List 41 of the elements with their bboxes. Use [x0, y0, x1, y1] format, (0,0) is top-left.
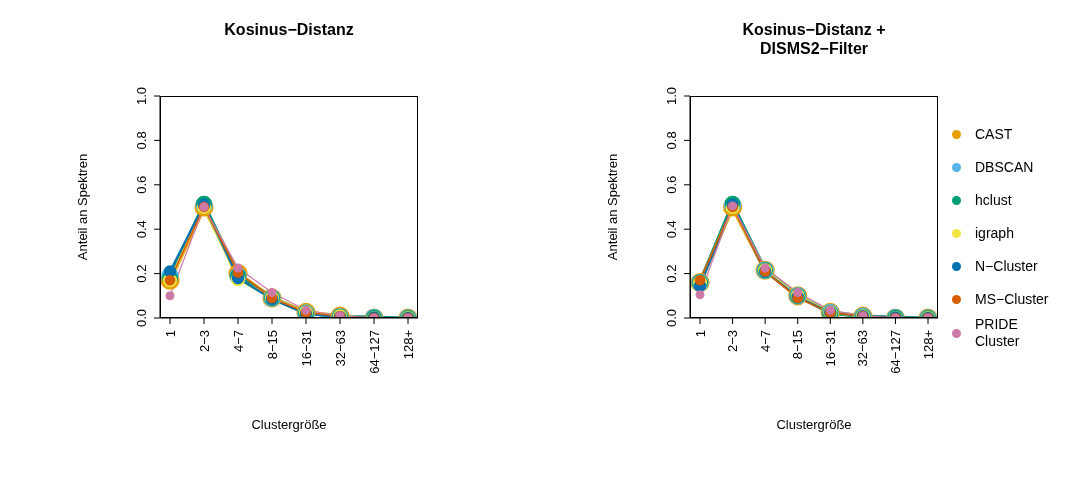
x-tick-label: 4−7: [757, 330, 773, 353]
y-tick-label: 1.0: [664, 86, 679, 106]
y-axis-title: Anteil an Spektren: [74, 153, 90, 261]
x-tick-label: 1: [692, 330, 708, 338]
y-axis-title: Anteil an Spektren: [604, 153, 620, 261]
x-tick-label: 2−3: [196, 330, 212, 353]
y-tick-label: 0.6: [134, 175, 149, 194]
y-tick-label: 0.0: [134, 308, 149, 328]
x-tick-label: 4−7: [230, 330, 246, 353]
x-tick-label: 64−127: [887, 330, 903, 374]
x-tick-label: 1: [162, 330, 178, 338]
y-tick-label: 0.8: [134, 131, 149, 150]
x-axis-title: Clustergröße: [776, 417, 852, 433]
legend-label: hclust: [975, 192, 1013, 209]
x-tick-label: 32−63: [855, 330, 871, 367]
chart-title: Kosinus−Distanz + DISMS2−Filter: [741, 20, 887, 58]
x-tick-label: 8−15: [790, 330, 806, 360]
legend-label: PRIDE Cluster: [975, 316, 1021, 350]
x-tick-label: 128+: [920, 330, 936, 360]
y-tick-label: 0.8: [664, 131, 679, 150]
y-tick-label: 1.0: [134, 86, 149, 106]
x-tick-label: 16−31: [822, 330, 838, 367]
x-tick-label: 32−63: [332, 330, 348, 367]
legend-label: igraph: [975, 225, 1015, 242]
y-tick-label: 0.6: [664, 175, 679, 194]
chart-title: Kosinus−Distanz: [223, 20, 355, 39]
y-tick-label: 0.4: [134, 220, 149, 239]
legend-label: CAST: [975, 126, 1014, 143]
legend-label: MS−Cluster: [975, 291, 1050, 308]
y-tick-label: 0.2: [664, 264, 679, 283]
x-tick-label: 128+: [400, 330, 416, 360]
y-tick-label: 0.2: [134, 264, 149, 283]
x-tick-label: 8−15: [264, 330, 280, 360]
legend-label: N−Cluster: [975, 258, 1039, 275]
x-tick-label: 16−31: [298, 330, 314, 367]
x-axis-title: Clustergröße: [251, 417, 327, 433]
y-tick-label: 0.0: [664, 308, 679, 328]
x-tick-label: 2−3: [725, 330, 741, 353]
x-tick-label: 64−127: [366, 330, 382, 374]
y-tick-label: 0.4: [664, 220, 679, 239]
legend-label: DBSCAN: [975, 159, 1035, 176]
